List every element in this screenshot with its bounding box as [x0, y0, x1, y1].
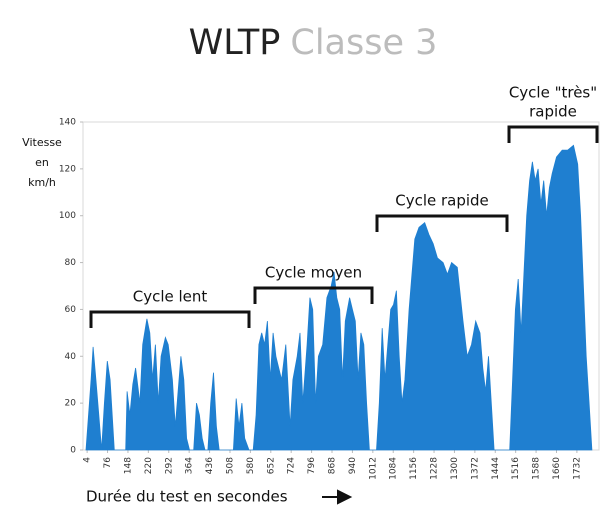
- phase-label: Cycle lent: [133, 288, 208, 306]
- title-main: WLTP: [189, 23, 281, 63]
- x-tick-label: 796: [307, 457, 317, 474]
- x-tick-label: 436: [205, 457, 215, 474]
- phase-bracket: [89, 310, 251, 328]
- x-tick-label: 292: [164, 457, 174, 474]
- y-tick-label: 40: [65, 352, 77, 362]
- x-tick-label: 580: [246, 457, 256, 474]
- x-tick-label: 1660: [552, 457, 562, 480]
- phase-bracket: [375, 214, 509, 232]
- x-tick-label: 1012: [368, 457, 378, 480]
- x-tick-label: 1372: [470, 457, 480, 480]
- y-tick-label: 120: [59, 164, 76, 174]
- x-tick-label: 940: [348, 457, 358, 474]
- x-tick-label: 4: [83, 457, 93, 463]
- x-tick-label: 1300: [450, 457, 460, 480]
- phase-label: Cycle rapide: [395, 192, 489, 210]
- x-tick-label: 1588: [532, 457, 542, 480]
- y-tick-label: 100: [59, 211, 76, 221]
- title-sub: Classe 3: [290, 23, 437, 63]
- y-tick-label: 60: [65, 305, 77, 315]
- phase-label: Cycle moyen: [265, 264, 362, 282]
- y-tick-label: 80: [65, 258, 77, 268]
- phase-label: Cycle "très": [509, 84, 597, 102]
- x-tick-label: 508: [225, 457, 235, 474]
- x-tick-label: 1444: [491, 457, 501, 480]
- y-label: km/h: [28, 176, 56, 189]
- y-label: Vitesse: [22, 136, 62, 149]
- x-tick-label: 724: [287, 457, 297, 474]
- phase-label: rapide: [529, 103, 577, 121]
- x-tick-label: 220: [144, 457, 154, 474]
- phase-bracket: [507, 125, 599, 143]
- x-tick-label: 1516: [511, 457, 521, 480]
- x-tick-label: 868: [328, 457, 338, 474]
- x-tick-label: 1084: [389, 457, 399, 480]
- y-label: en: [35, 156, 49, 169]
- y-tick-label: 140: [59, 118, 76, 128]
- x-label: Durée du test en secondes: [86, 488, 288, 506]
- x-tick-label: 1732: [572, 457, 582, 480]
- x-tick-label: 364: [185, 457, 195, 474]
- x-tick-label: 652: [266, 457, 276, 474]
- title: WLTP Classe 3: [189, 23, 438, 63]
- x-tick-label: 1156: [409, 457, 419, 480]
- speed-area: [85, 144, 593, 451]
- x-tick-label: 148: [123, 457, 133, 474]
- x-arrow: [322, 489, 353, 505]
- x-tick-label: 76: [103, 457, 113, 469]
- phase-bracket: [253, 286, 374, 304]
- y-tick-label: 0: [70, 446, 76, 456]
- x-tick-label: 1228: [430, 457, 440, 480]
- y-tick-label: 20: [65, 399, 77, 409]
